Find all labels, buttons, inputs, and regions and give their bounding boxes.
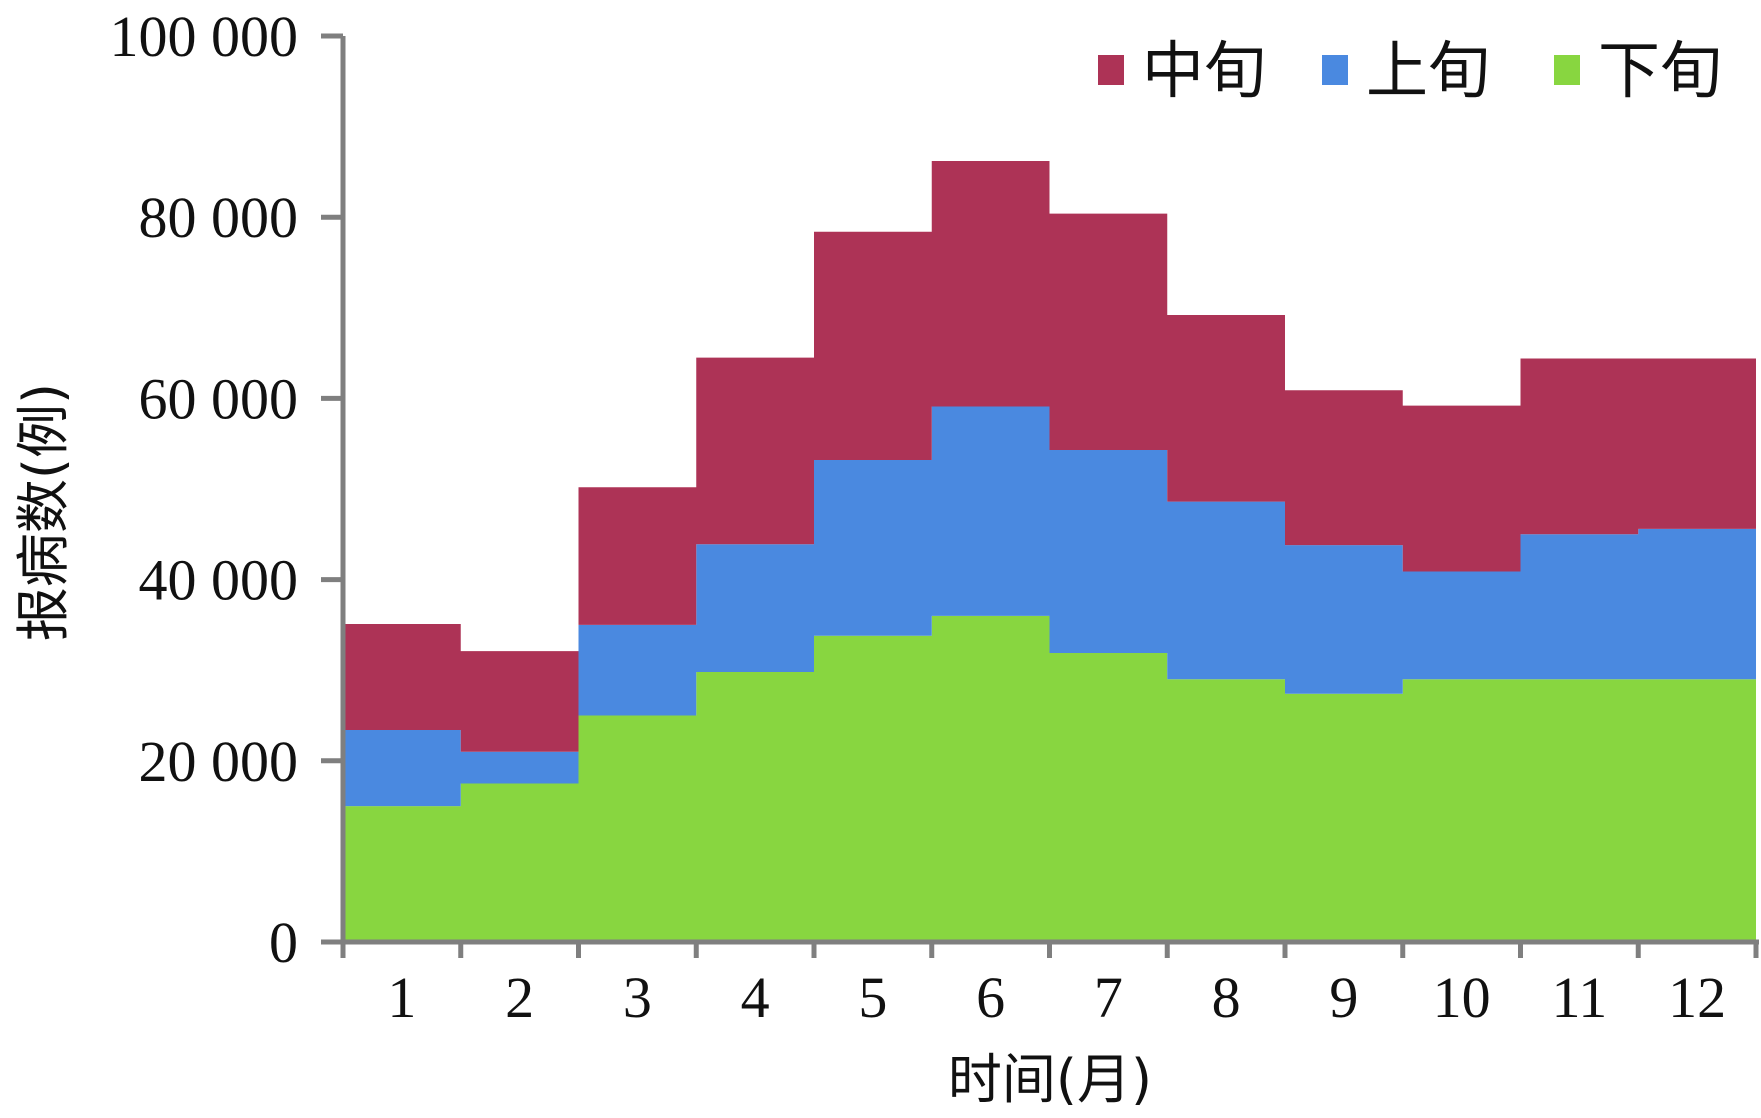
y-axis-ticks: 0 20 000 40 000 60 000 80 000 100 000 <box>110 4 343 975</box>
x-tick-label: 5 <box>858 965 887 1030</box>
x-tick-label: 12 <box>1668 965 1726 1030</box>
x-tick-label: 10 <box>1433 965 1491 1030</box>
x-tick-label: 9 <box>1329 965 1358 1030</box>
y-tick-label: 80 000 <box>139 185 299 250</box>
x-axis-ticks: 1 2 3 4 5 6 7 8 9 10 11 12 <box>340 942 1759 1030</box>
x-tick-label: 3 <box>623 965 652 1030</box>
x-tick-label: 1 <box>387 965 416 1030</box>
x-tick-label: 11 <box>1551 965 1607 1030</box>
x-tick-label: 2 <box>505 965 534 1030</box>
x-tick-label: 7 <box>1094 965 1123 1030</box>
y-tick-label: 20 000 <box>139 729 299 794</box>
x-tick-label: 6 <box>976 965 1005 1030</box>
y-tick-label: 40 000 <box>139 548 299 613</box>
legend-label: 上旬 <box>1366 34 1490 107</box>
x-tick-label: 8 <box>1212 965 1241 1030</box>
y-tick-label: 100 000 <box>110 4 299 69</box>
legend-swatch <box>1554 55 1580 85</box>
x-axis-title: 时间(月) <box>948 1048 1152 1111</box>
legend-label: 中旬 <box>1142 34 1266 107</box>
legend-swatch <box>1098 55 1124 85</box>
chart-areas <box>343 161 1756 942</box>
y-tick-label: 0 <box>269 910 298 975</box>
legend-swatch <box>1322 55 1348 85</box>
y-tick-label: 60 000 <box>139 366 299 431</box>
legend-label: 下旬 <box>1598 34 1722 107</box>
legend: 中旬 上旬 下旬 <box>1098 34 1722 107</box>
x-tick-label: 4 <box>741 965 770 1030</box>
y-axis-title: 报病数(例) <box>12 383 75 641</box>
area-series-2 <box>343 406 1756 807</box>
area-series-3 <box>343 161 1756 752</box>
